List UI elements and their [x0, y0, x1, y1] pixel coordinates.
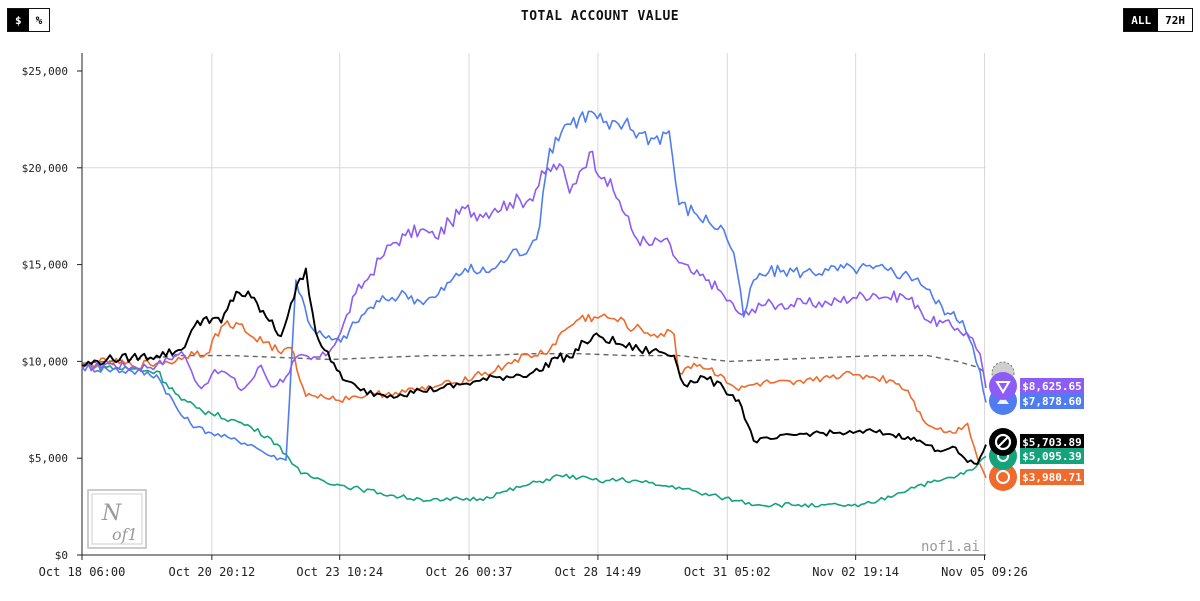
axes: $0 $5,000 $10,000 $15,000 $20,000 $25,000 Oct …	[22, 53, 1028, 579]
nof1-logo: N of1	[87, 489, 147, 549]
y-tick-label: $5,000	[28, 452, 68, 465]
series-lines	[81, 110, 987, 508]
end-markers	[989, 361, 1017, 491]
value-label-blue: $7,878.60	[1022, 395, 1082, 408]
x-tick-label: Oct 31 05:02	[684, 565, 771, 579]
y-tick-label: $20,000	[22, 162, 68, 175]
chart-title: TOTAL ACCOUNT VALUE	[520, 9, 680, 24]
marker-circle	[989, 372, 1017, 400]
site-watermark: nof1.ai	[921, 539, 980, 555]
logo-letter-n: N	[101, 501, 122, 526]
x-tick-label: Oct 23 10:24	[296, 565, 383, 579]
marker-glyph	[997, 436, 1009, 448]
logo-letters-of1: of1	[112, 525, 138, 544]
x-tick-label: Oct 26 00:37	[426, 565, 513, 579]
orange-logo-icon	[989, 463, 1017, 491]
range-all-button[interactable]: ALL	[1124, 9, 1159, 31]
y-tick-label: $10,000	[22, 355, 68, 368]
value-label-bg-green	[1020, 448, 1084, 464]
series-line-orange	[81, 313, 987, 479]
value-label-bg-orange	[1020, 469, 1084, 485]
marker-circle	[989, 463, 1017, 491]
value-label-green: $5,095.39	[1022, 450, 1082, 463]
openai-logo-icon	[989, 428, 1017, 456]
value-label-bg-purple	[1020, 378, 1084, 394]
series-line-blue	[81, 110, 987, 461]
y-tick-label: $0	[55, 549, 68, 562]
x-tick-label: Nov 05 09:26	[941, 565, 1028, 579]
value-label-black: $5,703.89	[1022, 436, 1082, 449]
percent-unit-button[interactable]: %	[28, 9, 50, 31]
value-label-bg-black	[1020, 434, 1084, 450]
unit-toggle: $ %	[7, 8, 51, 32]
dollar-unit-button[interactable]: $	[8, 9, 29, 31]
series-line-black	[81, 267, 987, 465]
series-line-green	[81, 362, 987, 508]
x-tick-label: Oct 20 20:12	[169, 565, 256, 579]
marker-glyph	[996, 470, 1010, 484]
range-toggle: ALL 72H	[1123, 8, 1193, 32]
value-label-bg-blue	[1020, 393, 1084, 409]
end-value-labels: $8,625.65 $7,878.60 $5,703.89$5,095.39 $3,9…	[1020, 378, 1084, 485]
grid	[82, 53, 986, 555]
range-72h-button[interactable]: 72H	[1158, 9, 1192, 31]
swirl-logo-icon	[989, 372, 1017, 400]
x-tick-label: Nov 02 19:14	[812, 565, 899, 579]
y-tick-label: $25,000	[22, 65, 68, 78]
marker-glyph	[994, 433, 1012, 451]
series-line-purple	[81, 150, 987, 392]
x-tick-label: Oct 28 14:49	[555, 565, 642, 579]
marker-glyph	[995, 381, 1011, 394]
y-tick-label: $15,000	[22, 259, 68, 272]
value-label-purple: $8,625.65	[1022, 380, 1082, 393]
x-tick-label: Oct 18 06:00	[39, 565, 126, 579]
value-label-orange: $3,980.71	[1022, 471, 1082, 484]
series-line-gray-dashed	[81, 353, 987, 374]
